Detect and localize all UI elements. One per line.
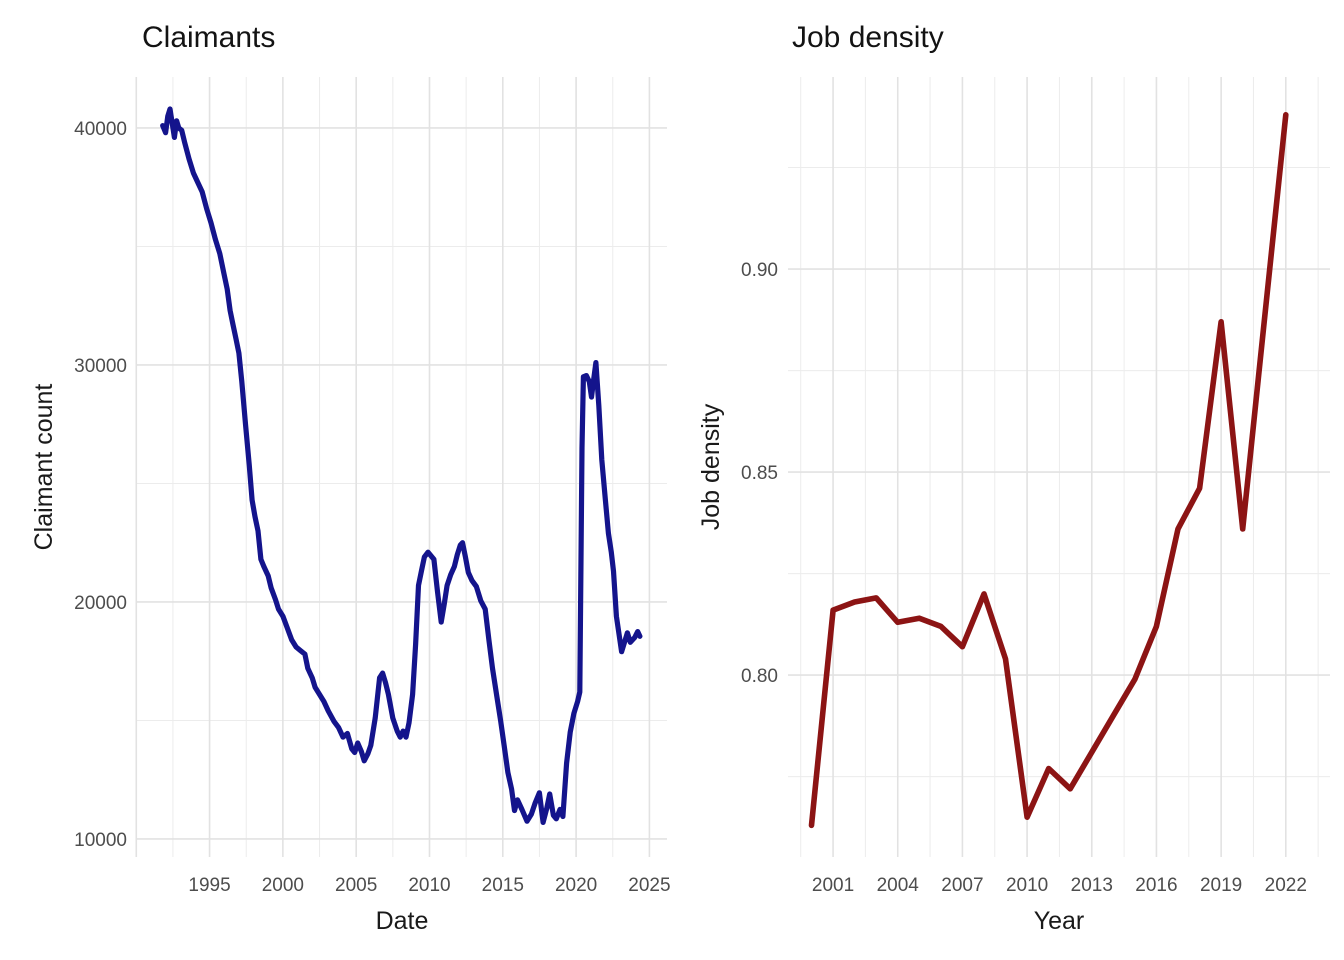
x-axis-title-year: Year xyxy=(1033,907,1085,935)
y-axis-title-job-density: Job density xyxy=(697,403,725,531)
y-tick-label: 20000 xyxy=(74,593,127,614)
x-tick-label: 2005 xyxy=(335,875,377,896)
x-tick-label: 2022 xyxy=(1265,875,1307,896)
x-tick-label: 2016 xyxy=(1135,875,1177,896)
x-tick-label: 2000 xyxy=(262,875,304,896)
x-tick-label: 2025 xyxy=(628,875,670,896)
y-tick-label: 0.90 xyxy=(741,260,778,281)
y-tick-label: 30000 xyxy=(74,356,127,377)
x-axis-title-date: Date xyxy=(375,907,429,935)
x-tick-label: 2001 xyxy=(812,875,854,896)
chart-title-claimants: Claimants xyxy=(142,21,276,54)
y-tick-label: 0.80 xyxy=(741,666,778,687)
y-tick-label: 0.85 xyxy=(741,463,778,484)
y-tick-label: 10000 xyxy=(74,830,127,851)
x-tick-label: 2010 xyxy=(408,875,450,896)
chart-title-job-density: Job density xyxy=(792,21,944,54)
x-tick-label: 2020 xyxy=(555,875,597,896)
job-density-line xyxy=(808,112,1289,829)
y-tick-label: 40000 xyxy=(74,119,127,140)
x-tick-label: 2007 xyxy=(941,875,983,896)
x-tick-label: 2015 xyxy=(482,875,524,896)
claimant-count-line xyxy=(160,106,643,826)
x-tick-label: 2004 xyxy=(877,875,920,896)
x-tick-label: 2013 xyxy=(1071,875,1113,896)
x-tick-label: 2010 xyxy=(1006,875,1048,896)
x-tick-label: 2019 xyxy=(1200,875,1242,896)
x-tick-label: 1995 xyxy=(188,875,230,896)
y-axis-title-claimant-count: Claimant count xyxy=(30,383,58,551)
